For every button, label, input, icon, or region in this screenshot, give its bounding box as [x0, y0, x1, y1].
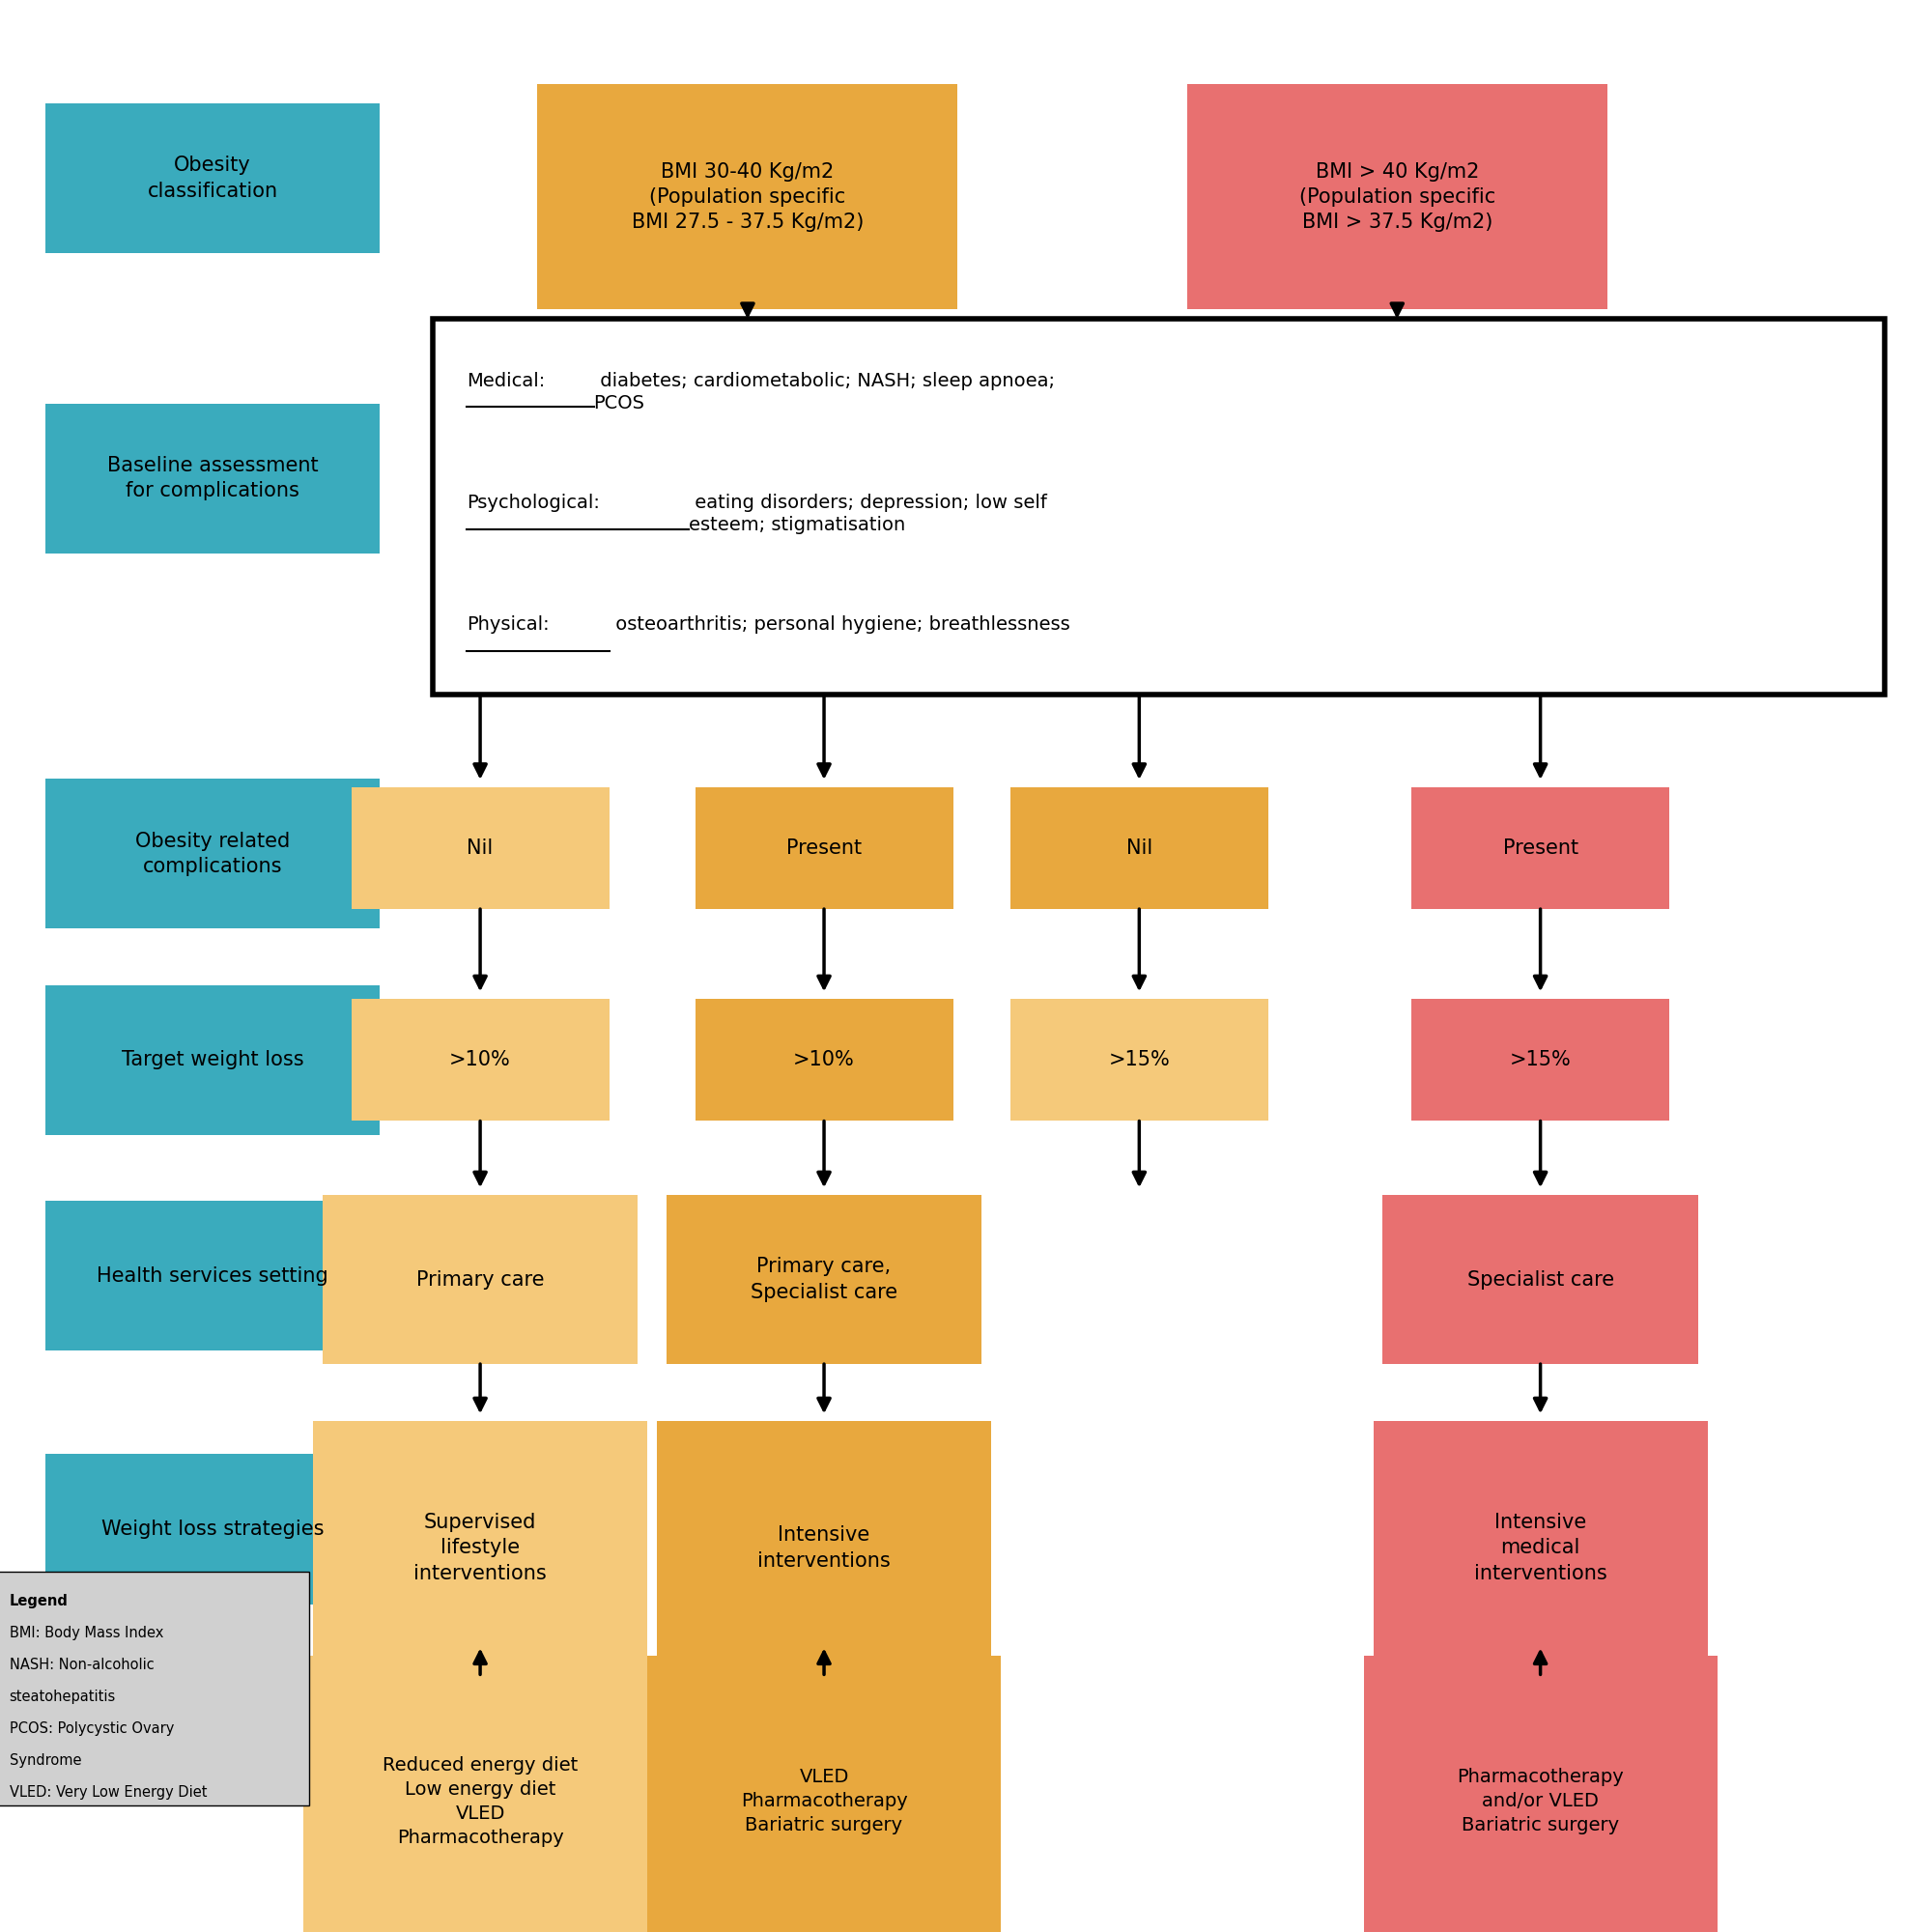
Text: >10%: >10%: [450, 1051, 510, 1070]
FancyBboxPatch shape: [46, 1202, 381, 1350]
FancyBboxPatch shape: [667, 1196, 981, 1364]
Text: Baseline assessment
for complications: Baseline assessment for complications: [106, 456, 319, 500]
Text: Syndrome: Syndrome: [10, 1754, 81, 1768]
FancyBboxPatch shape: [323, 1196, 638, 1364]
Text: VLED: Very Low Energy Diet: VLED: Very Low Energy Diet: [10, 1785, 207, 1801]
FancyBboxPatch shape: [647, 1656, 1001, 1932]
FancyBboxPatch shape: [537, 85, 958, 309]
FancyBboxPatch shape: [696, 786, 952, 910]
FancyBboxPatch shape: [1374, 1422, 1708, 1675]
Text: Nil: Nil: [1126, 838, 1151, 858]
FancyBboxPatch shape: [303, 1656, 657, 1932]
Text: Obesity related
complications: Obesity related complications: [135, 831, 290, 875]
FancyBboxPatch shape: [1364, 1656, 1718, 1932]
Text: Pharmacotherapy
and/or VLED
Bariatric surgery: Pharmacotherapy and/or VLED Bariatric su…: [1457, 1768, 1623, 1835]
Text: Present: Present: [1503, 838, 1578, 858]
Text: Target weight loss: Target weight loss: [122, 1051, 303, 1070]
Text: >15%: >15%: [1109, 1051, 1171, 1070]
Text: eating disorders; depression; low self
esteem; stigmatisation: eating disorders; depression; low self e…: [690, 493, 1047, 535]
Text: osteoarthritis; personal hygiene; breathlessness: osteoarthritis; personal hygiene; breath…: [609, 616, 1070, 634]
FancyBboxPatch shape: [1412, 999, 1669, 1121]
Text: >10%: >10%: [794, 1051, 854, 1070]
Text: BMI 30-40 Kg/m2
(Population specific
BMI 27.5 - 37.5 Kg/m2): BMI 30-40 Kg/m2 (Population specific BMI…: [632, 162, 864, 232]
FancyBboxPatch shape: [352, 999, 609, 1121]
FancyBboxPatch shape: [657, 1422, 991, 1675]
Text: Primary care: Primary care: [415, 1269, 545, 1289]
Text: Present: Present: [786, 838, 862, 858]
FancyBboxPatch shape: [1010, 786, 1267, 910]
FancyBboxPatch shape: [1412, 786, 1669, 910]
Text: Physical:: Physical:: [468, 616, 549, 634]
Text: Psychological:: Psychological:: [468, 493, 601, 512]
FancyBboxPatch shape: [46, 404, 381, 553]
Text: BMI: Body Mass Index: BMI: Body Mass Index: [10, 1625, 162, 1640]
Text: diabetes; cardiometabolic; NASH; sleep apnoea;
PCOS: diabetes; cardiometabolic; NASH; sleep a…: [593, 371, 1055, 413]
Text: Health services setting: Health services setting: [97, 1265, 328, 1285]
Text: Specialist care: Specialist care: [1466, 1269, 1613, 1289]
FancyBboxPatch shape: [696, 999, 952, 1121]
FancyBboxPatch shape: [1010, 999, 1267, 1121]
Text: steatohepatitis: steatohepatitis: [10, 1689, 116, 1704]
Text: Intensive
medical
interventions: Intensive medical interventions: [1474, 1513, 1607, 1582]
Text: Medical:: Medical:: [468, 371, 545, 390]
Text: PCOS: Polycystic Ovary: PCOS: Polycystic Ovary: [10, 1721, 174, 1737]
Text: Intensive
interventions: Intensive interventions: [757, 1526, 891, 1571]
FancyBboxPatch shape: [1186, 85, 1607, 309]
Text: Primary care,
Specialist care: Primary care, Specialist care: [750, 1258, 898, 1302]
FancyBboxPatch shape: [46, 1455, 381, 1604]
Text: Supervised
lifestyle
interventions: Supervised lifestyle interventions: [413, 1513, 547, 1582]
FancyBboxPatch shape: [46, 779, 381, 929]
FancyBboxPatch shape: [46, 102, 381, 253]
Text: Legend: Legend: [10, 1594, 68, 1607]
Text: BMI > 40 Kg/m2
(Population specific
BMI > 37.5 Kg/m2): BMI > 40 Kg/m2 (Population specific BMI …: [1298, 162, 1495, 232]
FancyBboxPatch shape: [46, 985, 381, 1136]
Text: Obesity
classification: Obesity classification: [147, 156, 278, 201]
Text: >15%: >15%: [1509, 1051, 1571, 1070]
FancyBboxPatch shape: [1383, 1196, 1698, 1364]
Text: Nil: Nil: [468, 838, 493, 858]
FancyBboxPatch shape: [433, 319, 1884, 694]
Text: Weight loss strategies: Weight loss strategies: [100, 1519, 325, 1538]
Text: Reduced energy diet
Low energy diet
VLED
Pharmacotherapy: Reduced energy diet Low energy diet VLED…: [383, 1756, 578, 1847]
Text: NASH: Non-alcoholic: NASH: Non-alcoholic: [10, 1658, 155, 1671]
FancyBboxPatch shape: [352, 786, 609, 910]
Text: VLED
Pharmacotherapy
Bariatric surgery: VLED Pharmacotherapy Bariatric surgery: [740, 1768, 908, 1835]
FancyBboxPatch shape: [313, 1422, 647, 1675]
FancyBboxPatch shape: [0, 1571, 309, 1806]
